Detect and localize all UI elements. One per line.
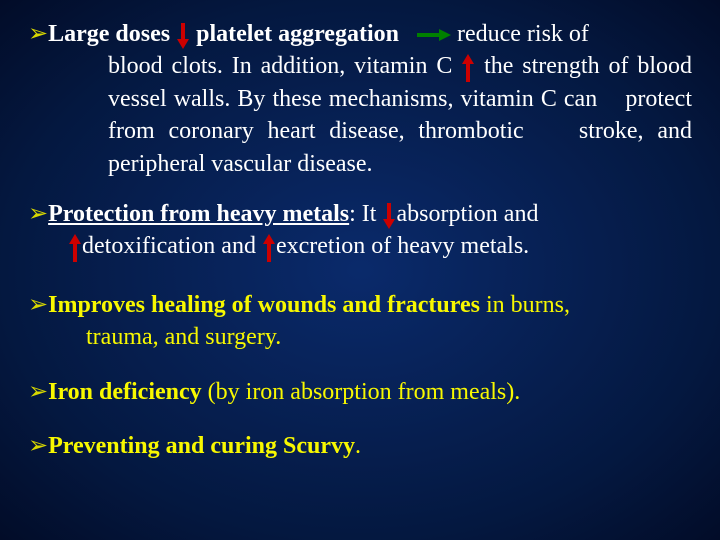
bullet-glyph: ➢ — [28, 21, 48, 47]
bullet-item-2: ➢Protection from heavy metals: It absorp… — [28, 198, 692, 263]
item2-lead: Protection from heavy metals — [48, 201, 349, 227]
item1-lead: Large doses — [48, 21, 170, 47]
item2-colon: : It — [349, 201, 382, 227]
item1-tail1: reduce risk of — [457, 21, 589, 47]
slide-container: ➢Large doses platelet aggregation reduce… — [0, 0, 720, 502]
arrow-down-icon — [176, 21, 190, 49]
item2-abs: absorption and — [396, 201, 538, 227]
bullet-glyph: ➢ — [28, 433, 48, 459]
item2-detox: detoxification and — [82, 233, 262, 259]
item2-cont-wrap: detoxification and excretion of heavy me… — [28, 230, 692, 262]
item4-lead: Iron deficiency — [48, 379, 202, 405]
arrow-down-icon — [382, 201, 396, 229]
item4-tail: (by iron absorption from meals). — [202, 379, 521, 405]
item1-cont-wrap: blood clots. In addition, vitamin C the … — [28, 50, 692, 180]
bullet-item-4: ➢Iron deficiency (by iron absorption fro… — [28, 376, 692, 408]
bullet-glyph: ➢ — [28, 292, 48, 318]
bullet-item-1: ➢Large doses platelet aggregation reduce… — [28, 18, 692, 180]
item5-lead: Preventing and curing Scurvy — [48, 433, 355, 459]
bullet-item-3: ➢Improves healing of wounds and fracture… — [28, 289, 692, 354]
yellow-block: ➢Improves healing of wounds and fracture… — [28, 289, 692, 463]
item3-lead: Improves healing of wounds and fractures — [48, 292, 480, 318]
bullet-item-5: ➢Preventing and curing Scurvy. — [28, 430, 692, 462]
bullet-glyph: ➢ — [28, 201, 48, 227]
item1-mid: platelet aggregation — [196, 21, 399, 47]
arrow-up-icon — [262, 234, 276, 262]
item3-tail-b: trauma, and surgery. — [28, 321, 692, 353]
arrow-up-icon — [461, 54, 475, 82]
bullet-glyph: ➢ — [28, 379, 48, 405]
item5-tail: . — [355, 433, 361, 459]
item3-tail-a: in burns, — [480, 292, 570, 318]
arrow-up-icon — [68, 234, 82, 262]
item2-excr: excretion of heavy metals. — [276, 233, 529, 259]
arrow-right-icon — [417, 28, 451, 42]
